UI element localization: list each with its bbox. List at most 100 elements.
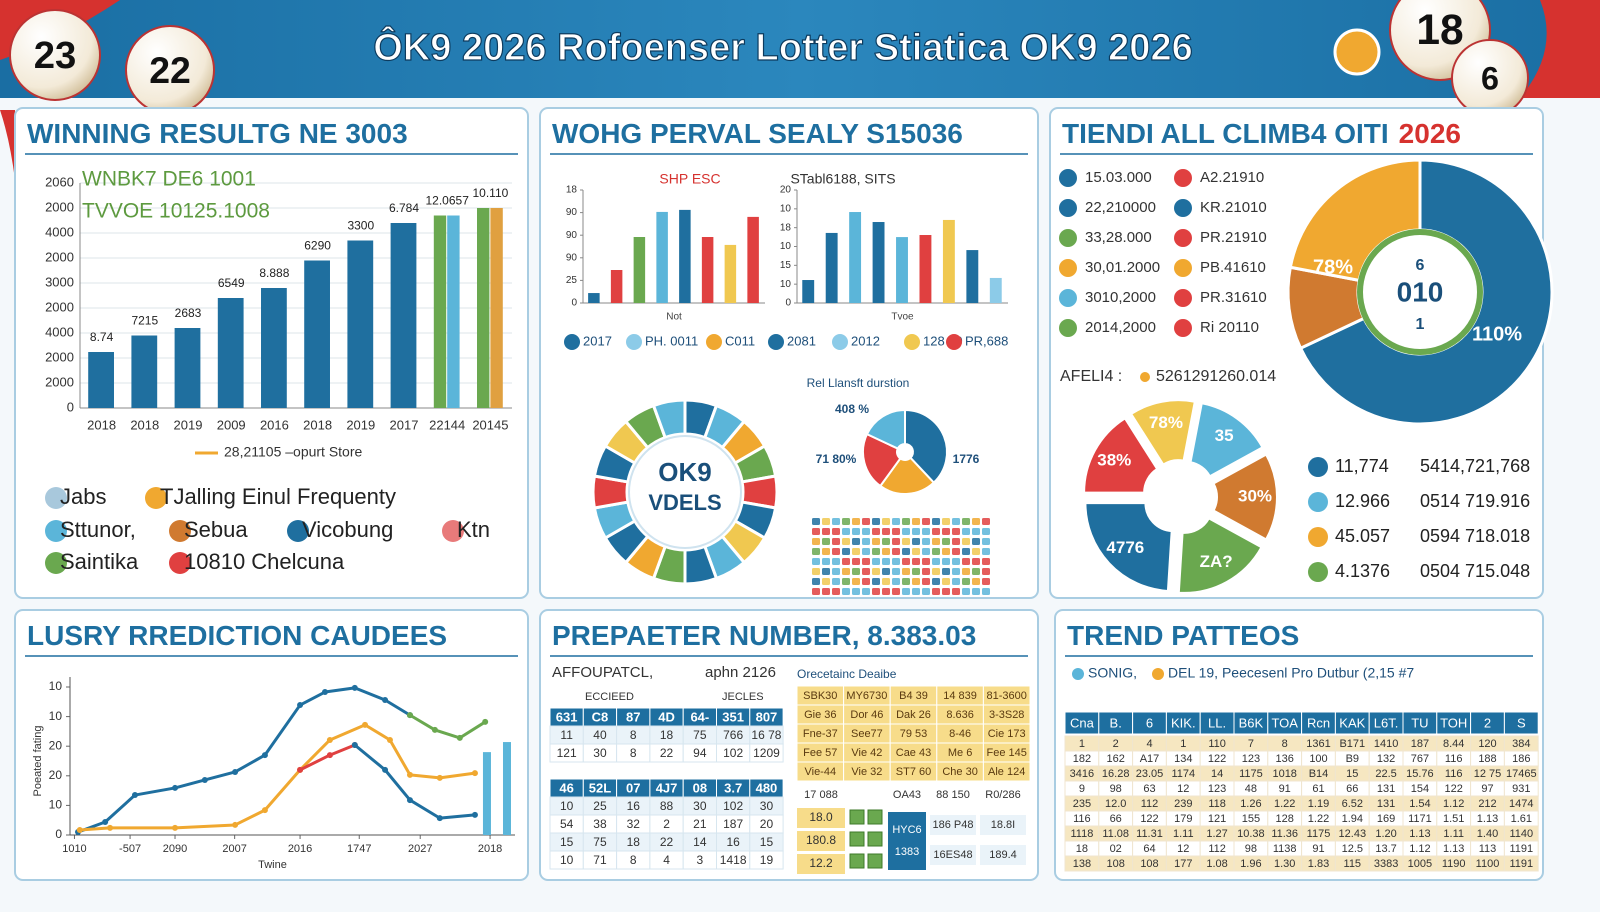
cell-text: 102 xyxy=(723,799,743,813)
row-value: 0594 718.018 xyxy=(1420,526,1530,546)
right-cell xyxy=(980,815,1026,835)
table-cell xyxy=(749,743,784,763)
mosaic-cell xyxy=(932,548,940,555)
cell-text: 239 xyxy=(1174,798,1192,810)
highlight-box xyxy=(888,812,926,870)
mosaic-cell xyxy=(832,578,840,585)
cell-text: 3416 xyxy=(1070,768,1094,780)
bar xyxy=(261,288,287,408)
cell-text: 102 xyxy=(723,746,743,760)
cell-text: 97 xyxy=(1481,783,1493,795)
cell-text: 120 xyxy=(1478,738,1496,750)
header-text: LL. xyxy=(1208,715,1226,730)
mosaic-cell xyxy=(812,558,820,565)
bar xyxy=(490,208,503,408)
cell-text: 30 xyxy=(693,799,707,813)
cell-text: 10 xyxy=(560,799,574,813)
y-tick-label: 10 xyxy=(780,203,792,214)
mosaic-cell xyxy=(882,558,890,565)
panel-title-text: WOHG PERVAL SEALY S15036 xyxy=(552,118,963,149)
ball-number: 6 xyxy=(1481,61,1499,97)
mosaic-cell xyxy=(822,528,830,535)
cell-text: A17 xyxy=(1140,753,1160,765)
cell-text: 22.5 xyxy=(1375,768,1396,780)
line-point xyxy=(471,811,478,818)
y-tick-label: 2000 xyxy=(45,199,74,214)
mosaic-cell xyxy=(962,558,970,565)
cell-text: 6.52 xyxy=(1342,798,1363,810)
cell-text: 154 xyxy=(1411,783,1429,795)
mosaic-cell xyxy=(952,528,960,535)
page-title: ÔK9 2026 Rofoenser Lotter Stiatica OK9 2… xyxy=(373,24,1192,69)
bar xyxy=(679,209,691,303)
cell-text: 1.22 xyxy=(1274,798,1295,810)
bar xyxy=(477,208,490,408)
cell-text: 12.5 xyxy=(1342,843,1363,855)
cell-text: 20 xyxy=(760,817,774,831)
right-text: 189.4 xyxy=(989,849,1017,861)
cell-text: 8 xyxy=(630,746,637,760)
cell-text: 113 xyxy=(1479,843,1497,855)
x-tick-label: -507 xyxy=(119,843,141,855)
legend-swatch xyxy=(1174,319,1192,337)
row-value: 12.966 xyxy=(1335,491,1390,511)
mosaic-cell xyxy=(862,548,870,555)
cell-text: 12.43 xyxy=(1339,828,1367,840)
mosaic-cell xyxy=(832,568,840,575)
cell-text: 12.0 xyxy=(1105,798,1126,810)
legend-label: Vicobung xyxy=(302,517,393,542)
mosaic-cell xyxy=(982,538,990,545)
mosaic-cell xyxy=(962,578,970,585)
mosaic-cell xyxy=(822,588,830,595)
table-label: ECCIEED xyxy=(585,691,634,703)
row-marker xyxy=(1308,492,1328,512)
header-text: Cna xyxy=(1070,715,1095,730)
bar-annotation: 6.784 xyxy=(389,201,419,215)
cell-text: 16 xyxy=(627,799,641,813)
row-value: 45.057 xyxy=(1335,526,1390,546)
y-tick-label: 20 xyxy=(49,768,63,782)
cell-text: 10 xyxy=(560,853,574,867)
stat-value: 5261291260.014 xyxy=(1156,368,1276,385)
cell-text: 1018 xyxy=(1272,768,1296,780)
mosaic-cell xyxy=(852,538,860,545)
x-tick-label: 2018 xyxy=(130,417,159,432)
bar xyxy=(633,237,646,303)
cell-text: 32 xyxy=(627,817,641,831)
right-cell xyxy=(930,815,976,835)
header-text: B. xyxy=(1110,715,1122,730)
cell-text: 1.26 xyxy=(1240,798,1261,810)
pie-annotation: 35 xyxy=(1215,426,1234,445)
mosaic-cell xyxy=(872,518,880,525)
x-tick-label: 22144 xyxy=(429,417,465,432)
mosaic-cell xyxy=(882,538,890,545)
header-text: 351 xyxy=(722,709,744,724)
legend-label: PH. 0011 xyxy=(645,333,698,348)
cell-text: 169 xyxy=(1377,813,1395,825)
legend-label: 2017 xyxy=(583,333,612,348)
cell-text: 30 xyxy=(760,799,774,813)
header-text: 4J7 xyxy=(656,780,678,795)
table-cell xyxy=(1503,855,1539,872)
center-label: 010 xyxy=(1397,276,1444,307)
cell-text: 38 xyxy=(593,817,607,831)
cell-text: 1361 xyxy=(1306,738,1330,750)
mosaic-cell xyxy=(922,578,930,585)
grid-text: 81-3600 xyxy=(987,690,1027,702)
donut-hole xyxy=(628,435,742,549)
cell-text: 179 xyxy=(1174,813,1192,825)
x-tick-label: 2007 xyxy=(222,843,246,855)
cell-text: 15 xyxy=(560,835,574,849)
cell-text: 134 xyxy=(1174,753,1192,765)
legend-swatch xyxy=(45,487,67,509)
mosaic-cell xyxy=(892,518,900,525)
pie-slice xyxy=(1212,453,1278,541)
line-point xyxy=(351,684,358,691)
ball-number: 18 xyxy=(1416,7,1463,54)
cell-text: 1418 xyxy=(720,853,747,867)
globe-icon xyxy=(1333,28,1381,76)
cell-text: 10.38 xyxy=(1237,828,1265,840)
row-value: 5414,721,768 xyxy=(1420,456,1530,476)
mosaic-cell xyxy=(972,518,980,525)
cell-text: 116 xyxy=(1073,813,1091,825)
